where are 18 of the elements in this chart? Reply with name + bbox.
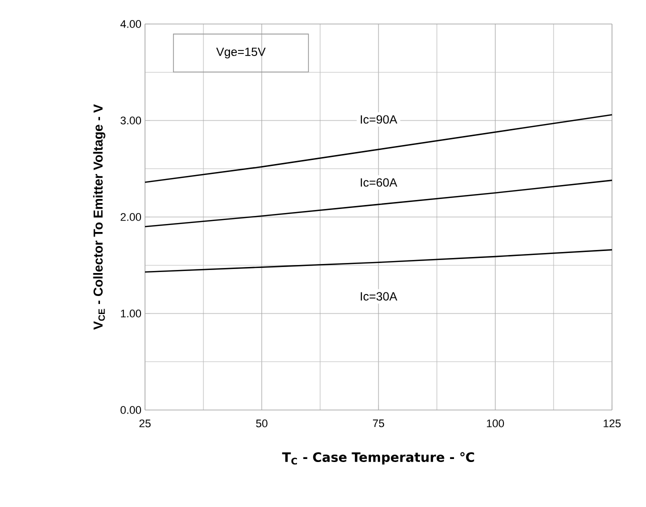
- y-tick-label: 1.00: [120, 310, 142, 318]
- line-series: [144, 180, 613, 228]
- annotation: Vge=15V: [216, 48, 266, 58]
- series-label: Ic=90A: [360, 115, 398, 124]
- text: Ic=30A: [360, 292, 398, 301]
- y-tick-label: 0.00: [120, 406, 142, 414]
- x-tick-label: 100: [486, 420, 504, 428]
- x-tick-label: 75: [372, 420, 384, 428]
- y-tick-label: 2.00: [120, 213, 142, 221]
- x-tick-label: 50: [256, 420, 268, 428]
- y-tick-label: 4.00: [120, 20, 142, 28]
- x-tick-label: 125: [604, 420, 621, 428]
- line-series: [144, 249, 613, 273]
- x-axis-title: T$_{C}$ - Case Temperature - ℃: [282, 452, 474, 465]
- y-tick-label: 3.00: [120, 116, 142, 124]
- series-label: Ic=60A: [360, 178, 398, 187]
- x-tick-label: 25: [139, 420, 151, 428]
- y-axis-title: V$_{CE}$ - Collector To Emitter Voltage - V: [93, 104, 106, 330]
